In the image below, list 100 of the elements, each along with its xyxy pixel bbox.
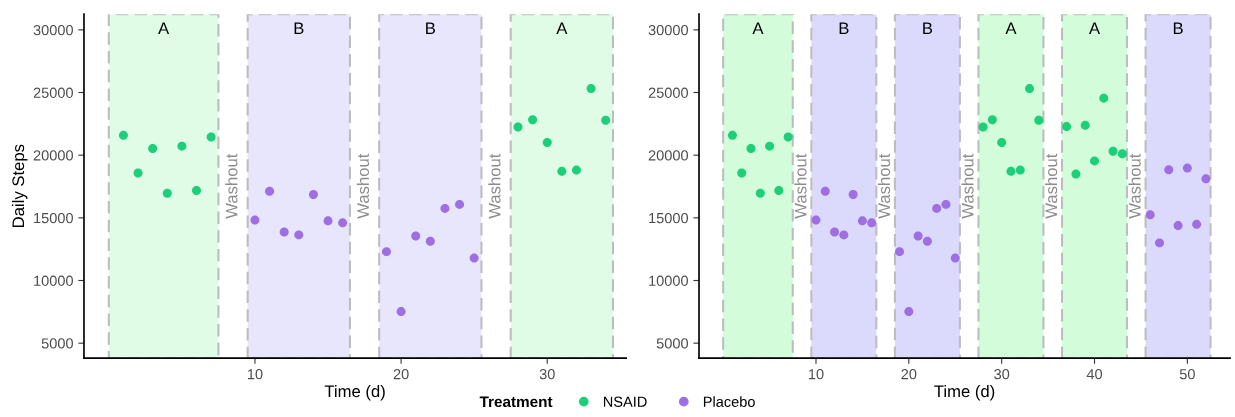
x-tick-label: 20 [393,369,409,380]
point [279,227,289,237]
x-tick-label: 30 [539,369,555,380]
point [1006,166,1016,176]
y-tick-label: 30000 [648,24,689,36]
y-tick-label: 10000 [34,275,73,286]
legend-label: Placebo [703,396,755,407]
annotation: Washout [225,153,238,219]
point [1071,169,1081,179]
point [895,247,905,257]
point [913,231,923,241]
point [941,199,951,209]
band-label: A [1005,22,1017,34]
point [338,218,348,228]
annotation: Washout [794,153,807,219]
point [601,115,611,125]
point [571,165,581,175]
band-label: B [426,22,435,34]
annotation: Washout [488,153,501,219]
point [1034,115,1044,125]
point [440,203,450,213]
band-label: A [752,22,764,34]
y-tick-label: 30000 [33,24,73,36]
point [746,144,756,154]
legend-label: NSAID [603,396,647,407]
point [737,168,747,178]
point [206,132,216,142]
y-tick-label: 15000 [649,212,689,224]
y-tick-label: 25000 [33,87,73,98]
point [1099,93,1109,103]
point [811,215,821,225]
point [162,188,172,198]
band-label: B [294,22,304,34]
point [381,247,391,257]
annotation: Washout [356,153,370,219]
point [294,230,304,240]
point [528,115,538,125]
y-tick-label: 10000 [649,275,689,286]
point [1062,122,1072,132]
x-tick-label: 10 [808,369,824,380]
point [192,186,201,196]
legend-title: Treatment [479,396,553,408]
y-tick-label: 20000 [648,150,689,161]
y-tick-label: 5000 [41,338,73,349]
point [265,186,275,196]
point [396,307,406,317]
point [1108,146,1118,156]
point [133,168,143,178]
point [765,141,775,151]
annotation: Washout [1044,153,1058,219]
band-label: B [839,22,849,34]
point [1080,120,1090,130]
point [997,138,1007,148]
point [987,115,997,125]
point [1025,84,1035,94]
point [177,141,187,151]
band-label: B [923,22,933,34]
point [820,186,830,196]
point [978,122,988,132]
point [1164,165,1174,175]
point [250,215,260,225]
point [950,253,960,263]
point [1145,210,1155,220]
point [323,216,333,226]
point [586,84,596,94]
y-tick-label: 15000 [34,212,73,224]
point [118,130,128,140]
point [1015,165,1025,175]
band-label: A [556,22,568,34]
x-tick-label: 10 [247,369,263,380]
point [1201,174,1211,184]
point [1090,156,1100,166]
point [1117,149,1127,159]
point [557,166,567,176]
point [148,144,158,154]
point [932,203,942,213]
point [1192,219,1202,229]
point [848,190,858,200]
point [1173,221,1183,231]
band-label: A [158,22,170,34]
y-tick-label: 20000 [33,150,73,161]
x-axis-title: Time (d) [934,384,995,401]
point [904,307,914,317]
point [922,236,932,246]
y-axis-title: Daily Steps [11,144,28,227]
point [1182,163,1192,173]
point [783,132,793,142]
point [542,138,552,148]
band-label: B [1173,22,1183,34]
x-tick-label: 20 [901,369,917,380]
point [774,186,784,196]
x-tick-label: 50 [1179,369,1195,380]
point [727,130,737,140]
y-tick-label: 25000 [648,87,689,98]
point [867,218,877,228]
point [469,253,479,263]
point [455,199,465,209]
point [839,230,849,240]
y-tick-label: 5000 [656,338,689,349]
point [308,190,318,200]
